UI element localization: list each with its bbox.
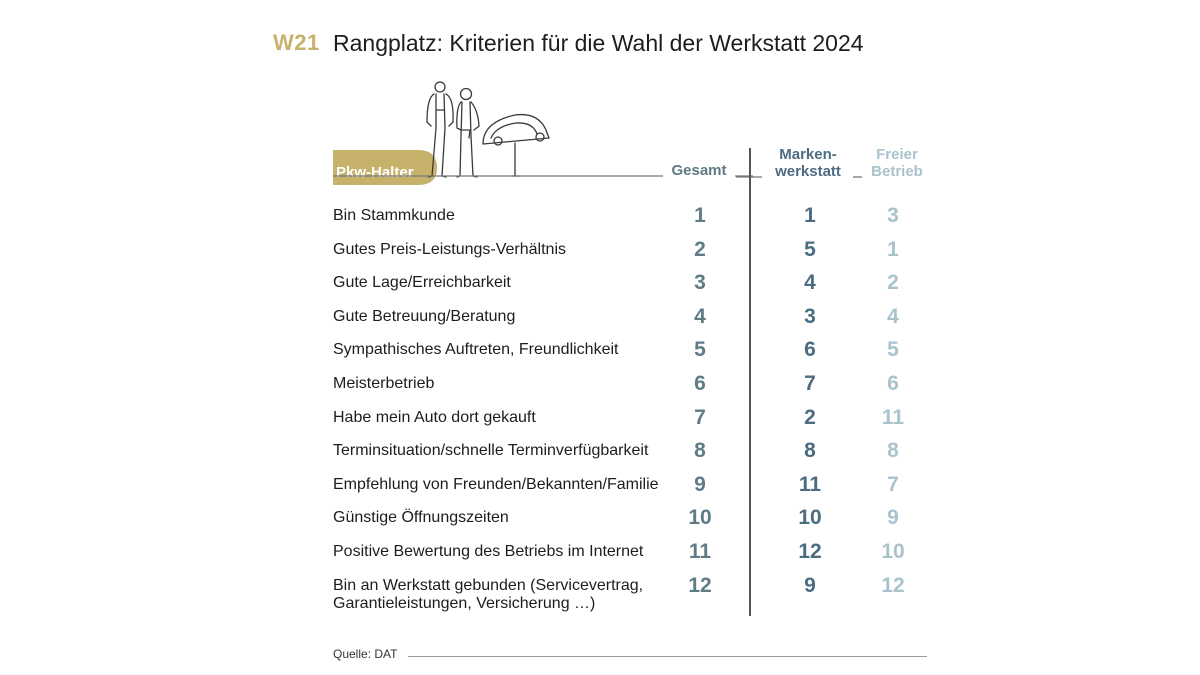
row-label: Meisterbetrieb <box>333 375 435 392</box>
column-header-gesamt: Gesamt <box>671 162 727 179</box>
rank-value-freier: 2 <box>887 271 899 295</box>
people-and-car-line-drawing-icon: Pkw-Halter <box>333 81 753 185</box>
rank-value-freier: 8 <box>887 439 899 463</box>
rank-value-marken: 3 <box>804 304 816 328</box>
row-label: Sympathisches Auftreten, Freundlichkeit <box>333 341 619 359</box>
row-label: Habe mein Auto dort gekauft <box>333 408 536 426</box>
rank-value-marken: 8 <box>804 439 816 463</box>
rank-value-freier: 4 <box>887 304 899 328</box>
table-row: Habe mein Auto dort gekauft 7 2 11 <box>0 405 1200 443</box>
row-label: Gute Betreuung/Beratung <box>333 307 516 325</box>
column-header-markenwerkstatt: Marken- werkstatt <box>775 146 841 180</box>
rank-value-freier: 1 <box>887 237 899 261</box>
rank-value-gesamt: 4 <box>694 304 706 328</box>
table-row: Gute Betreuung/Beratung 4 3 4 <box>0 304 1200 342</box>
rank-value-marken: 6 <box>804 338 816 362</box>
table-row: Gutes Preis-Leistungs-Verhältnis 2 5 1 <box>0 237 1200 275</box>
table-row: Positive Bewertung des Betriebs im Inter… <box>0 540 1200 577</box>
row-label: Gutes Preis-Leistungs-Verhältnis <box>333 240 566 258</box>
row-label: Bin an Werkstatt gebunden (Servicevertra… <box>333 576 644 612</box>
rank-value-gesamt: 8 <box>694 439 706 463</box>
table-row: Bin an Werkstatt gebunden (Servicevertra… <box>0 573 1200 612</box>
table-row: Terminsituation/schnelle Terminverfügbar… <box>0 439 1200 476</box>
rank-value-marken: 7 <box>804 372 816 395</box>
rank-value-freier: 5 <box>887 338 899 362</box>
rank-value-freier: 11 <box>881 405 905 429</box>
row-label: Positive Bewertung des Betriebs im Inter… <box>333 543 644 560</box>
rank-value-marken: 10 <box>798 506 822 530</box>
rank-value-marken: 12 <box>798 540 822 563</box>
table-row: Sympathisches Auftreten, Freundlichkeit 5… <box>0 338 1200 375</box>
header-dividers <box>736 176 862 178</box>
row-label: Bin Stammkunde <box>333 207 455 224</box>
rank-value-gesamt: 10 <box>688 506 712 530</box>
group-label: Pkw-Halter <box>336 164 414 181</box>
row-label: Empfehlung von Freunden/Bekannten/Famili… <box>333 475 659 493</box>
table-row: Günstige Öffnungszeiten 10 10 9 <box>0 506 1200 543</box>
rank-value-freier: 6 <box>887 372 899 395</box>
rank-value-marken: 9 <box>804 573 816 597</box>
rank-value-gesamt: 5 <box>694 338 706 362</box>
rank-value-marken: 11 <box>798 472 822 496</box>
row-label: Günstige Öffnungszeiten <box>333 509 509 527</box>
rank-value-freier: 12 <box>881 573 905 597</box>
rank-value-gesamt: 12 <box>688 573 712 597</box>
rank-value-freier: 10 <box>881 540 905 563</box>
rank-value-freier: 3 <box>887 204 899 227</box>
source-label: Quelle: DAT <box>333 647 398 661</box>
rank-value-gesamt: 1 <box>694 204 706 227</box>
table-row: Gute Lage/Erreichbarkeit 3 4 2 <box>0 271 1200 308</box>
table-row: Bin Stammkunde 1 1 3 <box>0 204 1200 241</box>
column-divider <box>749 148 751 616</box>
table-row: Meisterbetrieb 6 7 6 <box>0 372 1200 409</box>
table-row: Empfehlung von Freunden/Bekannten/Famili… <box>0 472 1200 510</box>
source-divider <box>408 656 927 657</box>
chart-code: W21 <box>273 30 320 55</box>
rank-value-gesamt: 2 <box>694 237 706 261</box>
rank-value-marken: 5 <box>804 237 816 261</box>
rank-value-gesamt: 7 <box>694 405 706 429</box>
row-label: Gute Lage/Erreichbarkeit <box>333 274 511 292</box>
rank-value-gesamt: 3 <box>694 271 706 295</box>
rank-value-marken: 4 <box>804 271 816 295</box>
rank-value-gesamt: 11 <box>688 540 712 563</box>
rank-value-marken: 1 <box>804 204 816 227</box>
column-header-freier-betrieb: Freier Betrieb <box>871 146 923 180</box>
rank-value-marken: 2 <box>804 405 816 429</box>
rank-value-freier: 9 <box>887 506 899 530</box>
chart-title: Rangplatz: Kriterien für die Wahl der We… <box>333 30 864 56</box>
rank-value-gesamt: 9 <box>694 472 706 496</box>
row-label: Terminsituation/schnelle Terminverfügbar… <box>333 442 649 460</box>
rank-value-gesamt: 6 <box>694 372 706 395</box>
rank-value-freier: 7 <box>887 472 899 496</box>
